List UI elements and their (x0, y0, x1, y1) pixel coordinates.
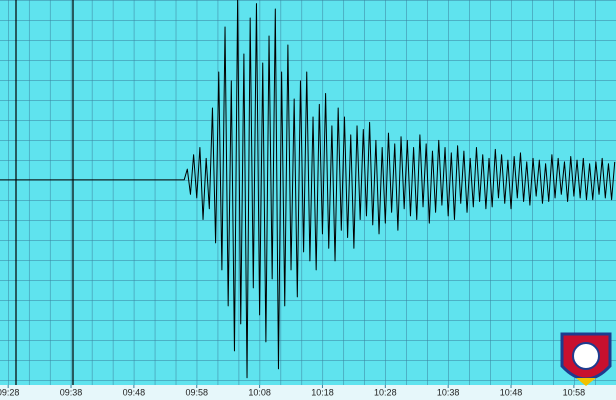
x-tick-label: 09:58 (185, 387, 208, 397)
x-tick-label: 09:48 (123, 387, 146, 397)
x-tick-label: 10:48 (500, 387, 523, 397)
x-tick-label: 10:18 (311, 387, 334, 397)
x-tick-label: 10:08 (248, 387, 271, 397)
x-tick-label: 10:58 (563, 387, 586, 397)
x-tick-label: 09:28 (0, 387, 19, 397)
waveform (0, 0, 616, 379)
x-tick-label: 10:38 (437, 387, 460, 397)
logo-emblem (572, 342, 600, 370)
logo-flag (576, 378, 596, 386)
logo (560, 332, 612, 386)
x-tick-label: 09:38 (60, 387, 83, 397)
x-tick-label: 10:28 (374, 387, 397, 397)
waveform-layer (0, 0, 616, 379)
grid (0, 0, 616, 385)
